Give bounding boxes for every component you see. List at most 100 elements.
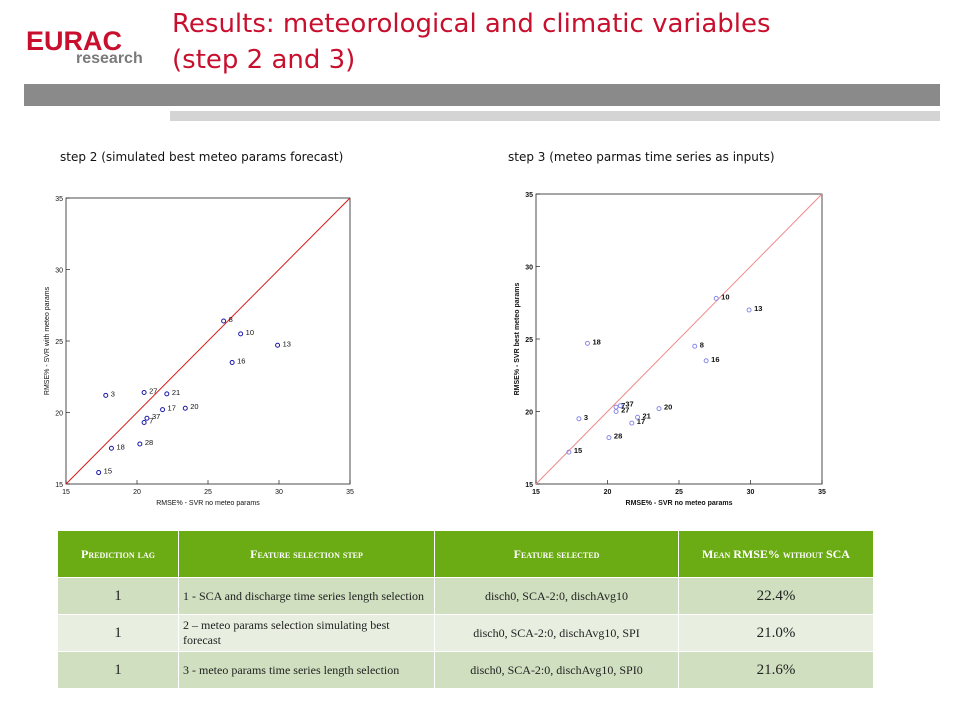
data-label: 7 <box>621 401 625 410</box>
y-tick-label: 25 <box>55 339 63 346</box>
y-tick-label: 15 <box>55 482 63 489</box>
data-label: 8 <box>229 315 233 324</box>
data-label: 15 <box>104 467 112 476</box>
data-point <box>576 416 582 422</box>
data-label: 8 <box>700 340 704 349</box>
data-label: 28 <box>614 432 622 441</box>
cell-step: 2 – meteo params selection simulating be… <box>178 614 435 652</box>
slide-title: Results: meteorological and climatic var… <box>172 6 932 78</box>
results-table: Prediction lag Feature selection step Fe… <box>57 530 874 689</box>
data-point <box>566 449 572 455</box>
data-point <box>713 295 719 301</box>
cell-rmse: 22.4% <box>678 577 874 615</box>
data-point <box>160 407 166 413</box>
y-tick-label: 30 <box>525 265 533 272</box>
header-prediction-lag: Prediction lag <box>57 530 179 578</box>
reference-line <box>65 197 351 485</box>
slide-title-line1: Results: meteorological and climatic var… <box>172 9 771 39</box>
data-point <box>164 391 170 397</box>
data-label: 16 <box>237 356 245 365</box>
data-label: 13 <box>283 339 291 348</box>
x-axis-label: RMSE% - SVR no meteo params <box>156 500 260 507</box>
y-tick-label: 30 <box>55 268 63 275</box>
data-point <box>238 331 244 337</box>
data-point <box>141 389 147 395</box>
data-point <box>275 342 281 348</box>
data-point <box>746 307 752 313</box>
cell-lag: 1 <box>57 651 179 689</box>
data-label: 27 <box>621 406 629 415</box>
header-feature-selection-step: Feature selection step <box>178 530 435 578</box>
table-row: 1 3 - meteo params time series length se… <box>57 651 874 689</box>
caption-step3: step 3 (meteo parmas time series as inpu… <box>508 150 775 164</box>
x-tick-label: 30 <box>747 489 755 496</box>
cell-step: 3 - meteo params time series length sele… <box>178 651 435 689</box>
y-axis-label: RMSE% - SVR with meteo params <box>44 286 51 395</box>
y-tick-label: 25 <box>525 337 533 344</box>
x-tick-label: 20 <box>133 489 141 496</box>
cell-rmse: 21.6% <box>678 651 874 689</box>
table-row: 1 1 - SCA and discharge time series leng… <box>57 577 874 615</box>
data-point <box>144 415 150 421</box>
x-tick-label: 25 <box>204 489 212 496</box>
data-point <box>96 470 102 476</box>
data-point <box>692 343 698 349</box>
cell-step: 1 - SCA and discharge time series length… <box>178 577 435 615</box>
y-tick-label: 15 <box>525 482 533 489</box>
y-tick-label: 20 <box>55 411 63 418</box>
data-label: 10 <box>246 328 254 337</box>
data-point <box>613 404 619 410</box>
x-tick-label: 35 <box>346 489 354 496</box>
cell-lag: 1 <box>57 577 179 615</box>
cell-features: disch0, SCA-2:0, dischAvg10 <box>434 577 679 615</box>
data-label: 20 <box>190 402 198 411</box>
header-bar <box>24 84 940 106</box>
data-point <box>103 392 109 398</box>
data-point <box>108 445 114 451</box>
x-tick-label: 20 <box>604 489 612 496</box>
data-point <box>221 318 227 324</box>
header-mean-rmse: Mean RMSE% without SCA <box>678 530 874 578</box>
data-point <box>629 420 635 426</box>
data-label: 28 <box>145 438 153 447</box>
slide-title-line2: (step 2 and 3) <box>172 45 356 75</box>
x-tick-label: 30 <box>275 489 283 496</box>
cell-features: disch0, SCA-2:0, dischAvg10, SPI0 <box>434 651 679 689</box>
data-label: 3 <box>111 389 115 398</box>
cell-lag: 1 <box>57 614 179 652</box>
data-label: 18 <box>116 442 124 451</box>
cell-rmse: 21.0% <box>678 614 874 652</box>
x-axis-label: RMSE% - SVR no meteo params <box>626 500 733 507</box>
data-label: 3 <box>584 413 588 422</box>
data-label: 15 <box>574 446 582 455</box>
data-point <box>137 441 143 447</box>
eurac-logo: EURAC research <box>26 26 166 74</box>
data-label: 37 <box>152 412 160 421</box>
data-point <box>617 403 623 409</box>
data-point <box>606 435 612 441</box>
logo-subtitle: research <box>76 50 143 67</box>
data-point <box>613 409 619 414</box>
reference-line <box>535 193 823 485</box>
x-tick-label: 35 <box>818 489 826 496</box>
data-label: 27 <box>149 386 157 395</box>
data-point <box>229 359 235 365</box>
header-subbar <box>170 111 940 121</box>
caption-step2: step 2 (simulated best meteo params fore… <box>60 150 344 164</box>
data-point <box>584 340 590 346</box>
x-tick-label: 15 <box>532 489 540 496</box>
data-point <box>635 414 641 420</box>
data-label: 18 <box>592 337 600 346</box>
table-row: 1 2 – meteo params selection simulating … <box>57 614 874 652</box>
data-label: 7 <box>149 417 153 426</box>
data-label: 37 <box>625 400 633 409</box>
header-feature-selected: Feature selected <box>434 530 679 578</box>
data-label: 21 <box>643 411 651 420</box>
y-axis-label: RMSE% - SVR best meteo params <box>514 282 521 395</box>
table-header-row: Prediction lag Feature selection step Fe… <box>57 530 874 578</box>
data-label: 17 <box>168 404 176 413</box>
x-tick-label: 25 <box>675 489 683 496</box>
x-tick-label: 15 <box>62 489 70 496</box>
